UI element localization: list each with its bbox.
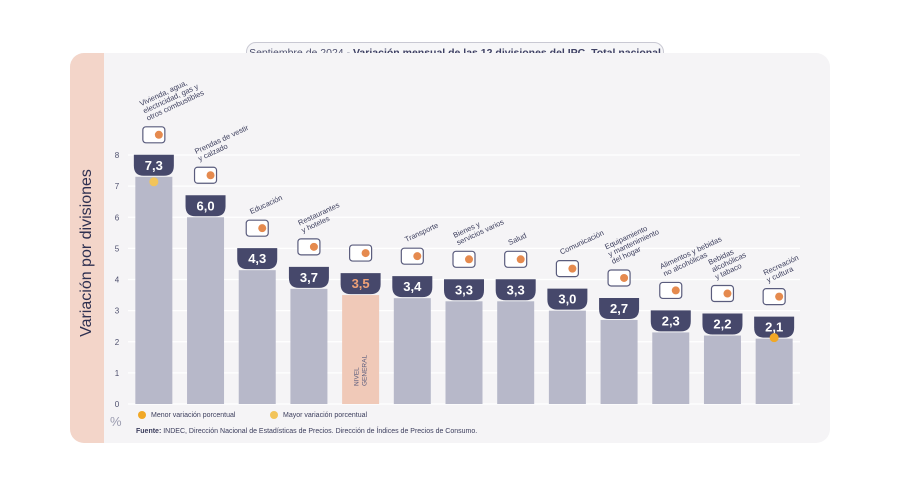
value-label: 6,0 [196, 198, 214, 213]
tent-sun-icon [762, 288, 786, 306]
category-label: Salud [507, 231, 528, 247]
tshirt-icon [193, 166, 218, 184]
value-label: 4,3 [248, 251, 266, 266]
value-label: 7,3 [145, 158, 163, 173]
y-tick-label: 4 [115, 276, 120, 285]
value-badge [599, 297, 640, 319]
y-tick-label: 0 [115, 400, 120, 409]
source-label: Fuente: [136, 428, 162, 435]
cutlery-icon [297, 238, 321, 256]
y-tick-label: 2 [115, 338, 120, 347]
value-badge [288, 266, 329, 288]
value-label: 3,3 [507, 282, 525, 297]
legend-min-dot [138, 411, 146, 419]
value-badge [495, 279, 536, 301]
value-label: 3,4 [403, 279, 422, 294]
legend-max: Mayor variación porcentual [270, 411, 367, 419]
y-tick-label: 5 [115, 244, 120, 253]
max-marker [149, 177, 159, 187]
bar [548, 310, 586, 404]
category-label: Vivienda, agua,electricidad, gas yotros … [138, 73, 205, 122]
value-label: 3,3 [455, 282, 473, 297]
value-badge [237, 248, 278, 270]
house-tools-bulb-icon [142, 126, 166, 144]
bar [445, 301, 483, 404]
comb-brush-icon [452, 250, 476, 268]
medical-cross-icon [504, 250, 528, 268]
shopping-cart-icon [349, 244, 373, 262]
legend-min: Menor variación porcentual [138, 411, 235, 419]
source-note: Fuente: INDEC, Dirección Nacional de Est… [136, 428, 477, 435]
min-marker [769, 333, 779, 343]
food-basket-icon [659, 281, 683, 300]
y-tick-label: 1 [115, 369, 120, 378]
value-label: 2,7 [610, 301, 628, 316]
value-label: 2,3 [662, 313, 680, 328]
category-label: Comunicación [558, 228, 605, 256]
bus-icon [400, 247, 424, 265]
source-text: INDEC, Dirección Nacional de Estadística… [161, 428, 478, 435]
value-badge [185, 195, 226, 217]
category-label: NIVELGENERAL [354, 355, 369, 386]
category-label: Bienes yservicios varios [452, 210, 506, 247]
category-label: Educación [248, 193, 284, 216]
value-badge [133, 154, 174, 176]
bar [755, 338, 793, 404]
bar [290, 288, 328, 404]
book-pencil-icon [245, 219, 269, 237]
legend-max-label: Mayor variación porcentual [283, 411, 368, 419]
unit-label: % [110, 414, 122, 429]
value-badge [547, 288, 588, 310]
appliance-icon [607, 269, 631, 287]
bar [600, 319, 638, 404]
value-badge [754, 316, 795, 338]
y-tick-label: 8 [115, 151, 120, 160]
bar [342, 295, 380, 404]
bar [187, 217, 225, 404]
value-badge [702, 313, 743, 335]
category-label: Equipamientoy mantenimientodel hogar [603, 220, 663, 266]
value-badge [444, 279, 484, 301]
category-label: Bebidasalcohólicasy tabaco [707, 243, 751, 281]
value-badge [650, 310, 691, 332]
value-label: 2,1 [765, 320, 783, 335]
smartphone-icon [555, 260, 579, 278]
bar [703, 335, 741, 404]
bottles-icon [710, 284, 735, 303]
legend-min-label: Menor variación porcentual [151, 411, 236, 419]
bar [652, 332, 690, 404]
value-badge [340, 273, 381, 295]
value-label: 3,5 [352, 276, 370, 291]
value-label: 3,0 [558, 292, 576, 307]
y-tick-label: 7 [115, 182, 120, 191]
y-tick-label: 3 [115, 307, 120, 316]
bar [497, 301, 535, 404]
category-label: Transporte [403, 221, 439, 244]
category-label: Prendas de vestiry calzado [193, 123, 254, 163]
value-label: 2,2 [713, 317, 731, 332]
legend-max-dot [270, 411, 278, 419]
value-badge [392, 276, 433, 298]
value-label: 3,7 [300, 270, 318, 285]
y-axis-band [70, 53, 104, 443]
bar [135, 176, 173, 404]
bar [238, 270, 276, 404]
y-tick-label: 6 [115, 213, 120, 222]
bar [393, 298, 431, 404]
